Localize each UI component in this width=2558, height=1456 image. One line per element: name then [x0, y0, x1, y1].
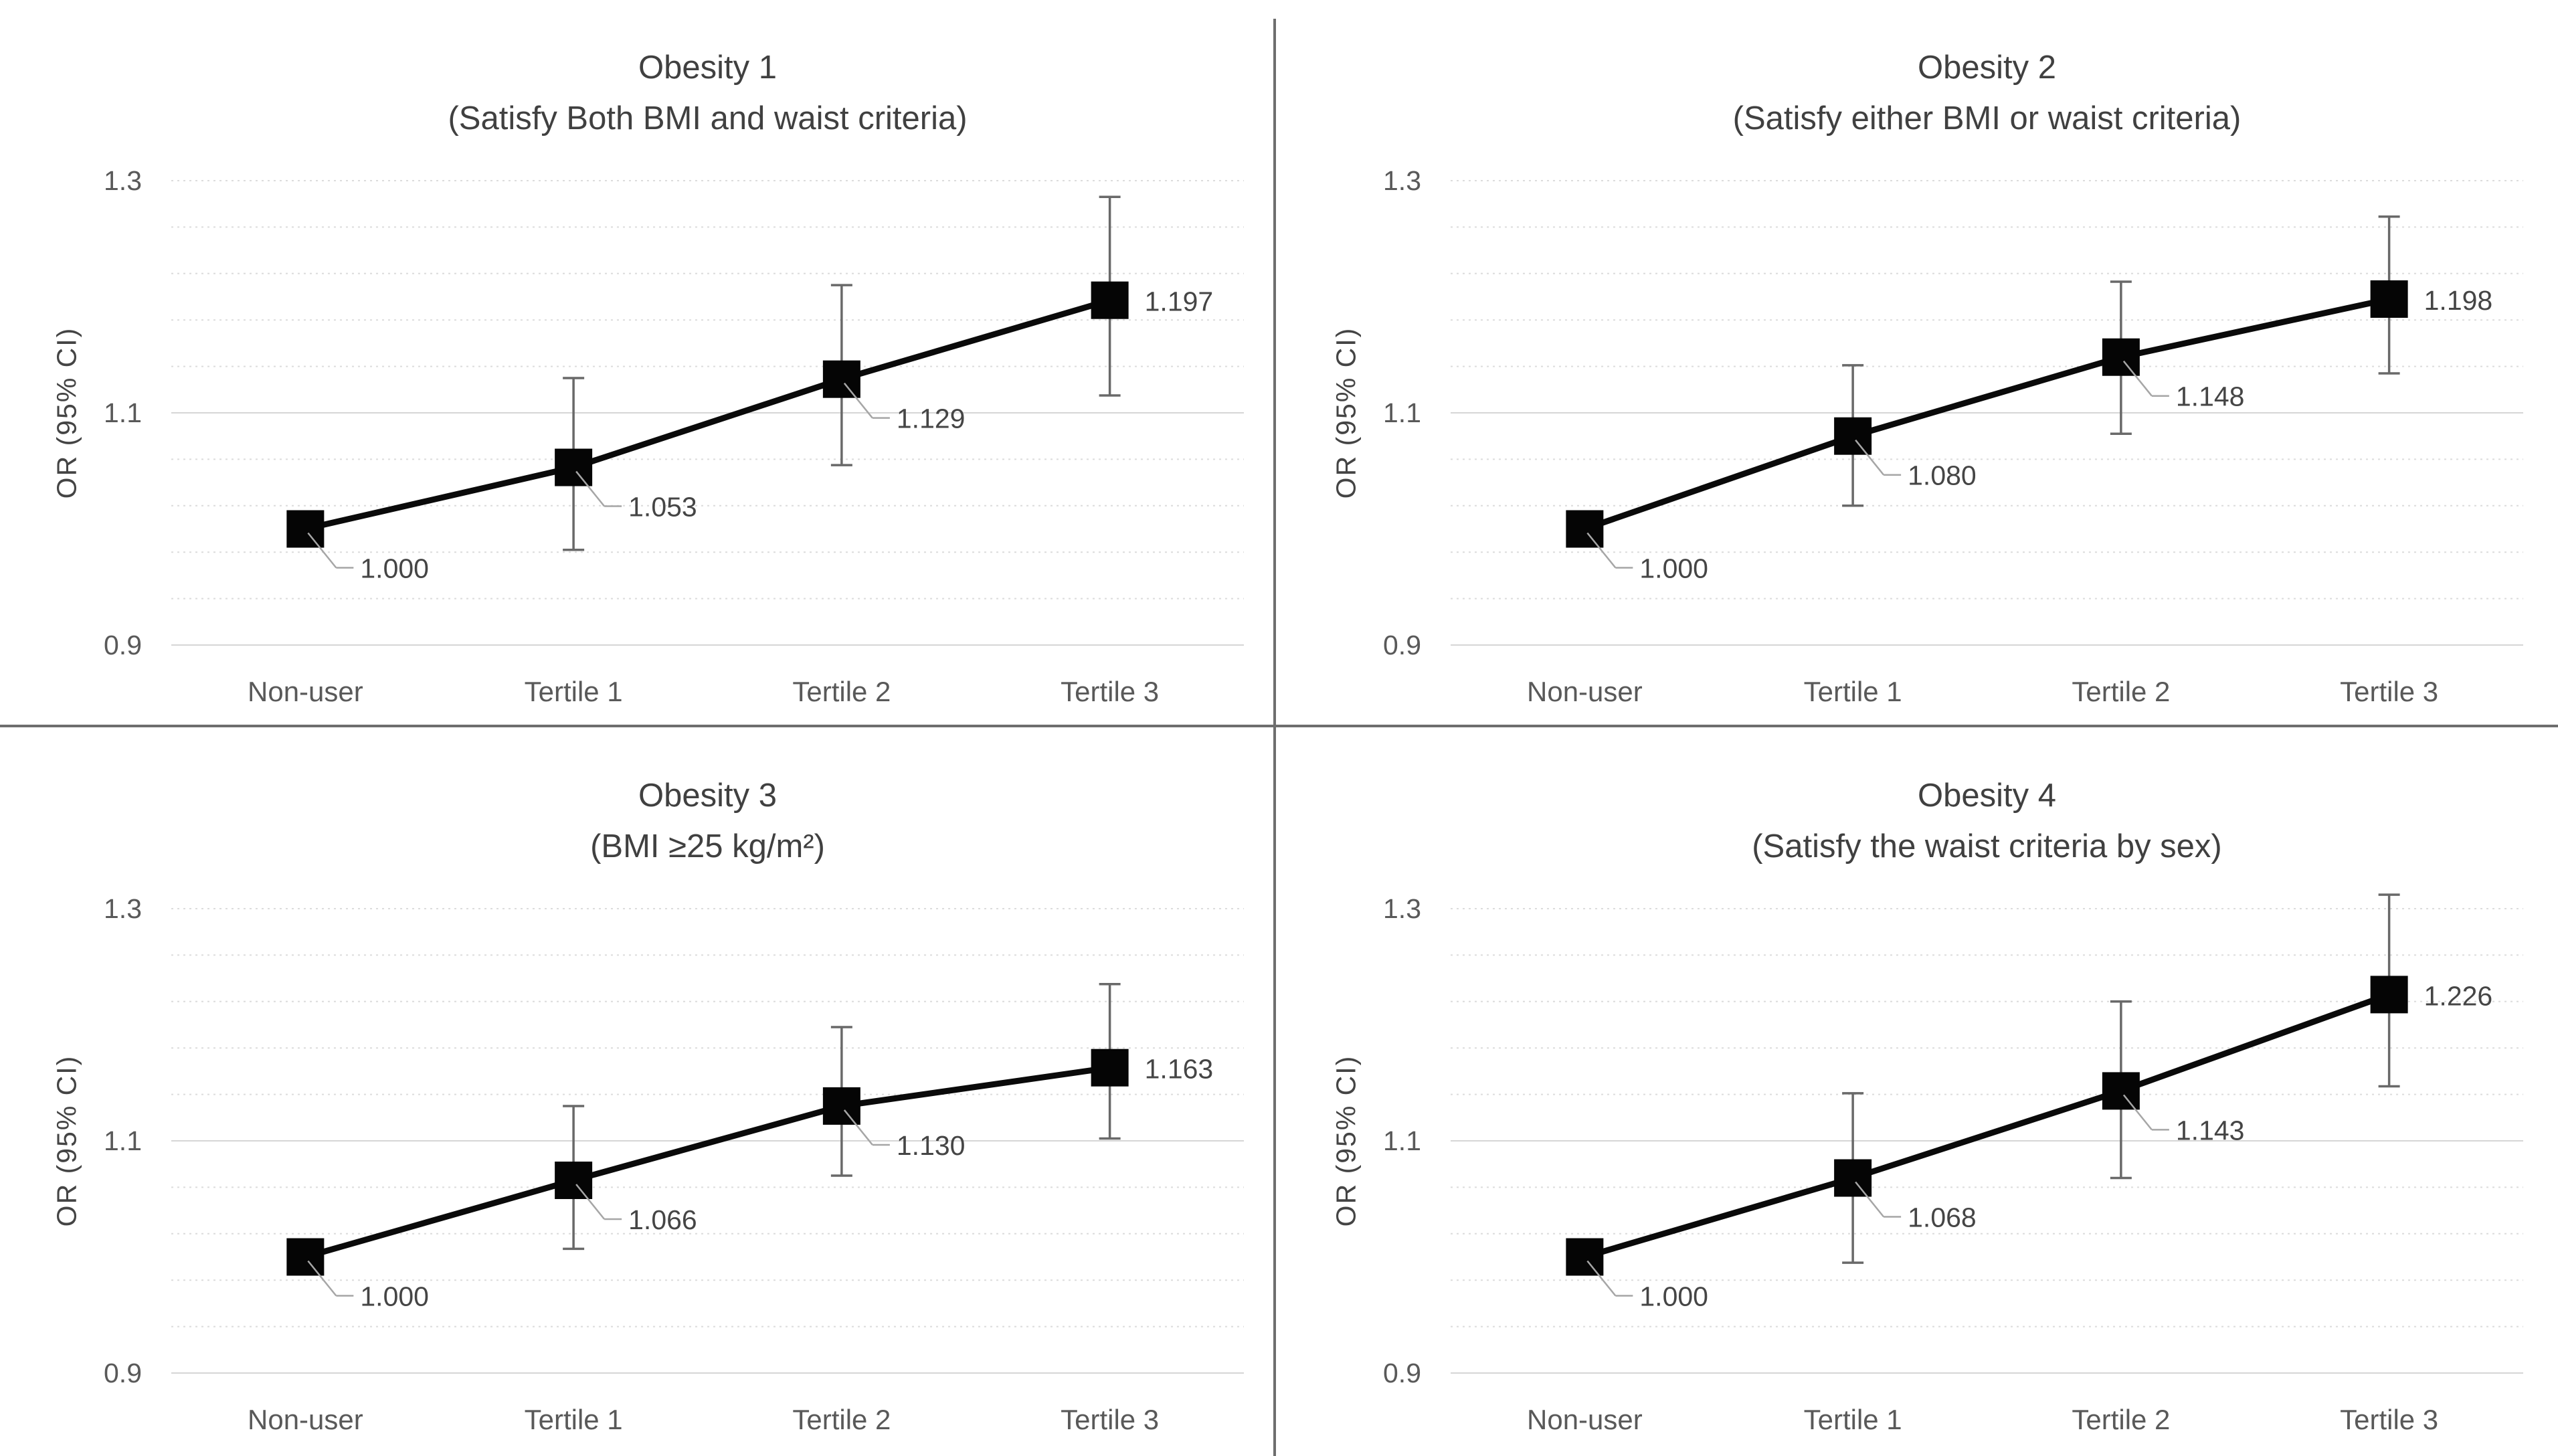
y-tick-label: 1.3	[104, 165, 142, 196]
category-label: Tertile 3	[1061, 676, 1159, 707]
data-label: 1.066	[628, 1204, 697, 1235]
data-point-marker	[2370, 280, 2408, 318]
data-point-marker	[1834, 417, 1872, 455]
y-tick-label: 1.1	[1383, 397, 1421, 428]
data-point-marker	[822, 1087, 860, 1125]
leader-line	[843, 1109, 873, 1146]
category-label: Tertile 2	[2072, 676, 2170, 707]
data-label: 1.080	[1908, 460, 1977, 491]
data-label: 1.226	[2424, 980, 2493, 1011]
category-label: Tertile 1	[1804, 1404, 1902, 1435]
y-tick-label: 0.9	[1383, 630, 1421, 660]
data-label: 1.000	[360, 553, 429, 584]
category-label: Non-user	[248, 1404, 363, 1435]
leader-line	[1586, 532, 1617, 569]
data-point-marker	[1091, 281, 1129, 319]
leader-line	[575, 470, 606, 507]
chart-title: Obesity 3	[638, 778, 777, 814]
y-tick-label: 1.1	[104, 1125, 142, 1156]
chart-subtitle: (BMI ≥25 kg/m²)	[590, 828, 825, 864]
y-tick-label: 1.1	[1383, 1125, 1421, 1156]
panel-divider-horizontal	[0, 725, 2558, 727]
category-label: Tertile 2	[2072, 1404, 2170, 1435]
data-label: 1.148	[2176, 381, 2245, 412]
series-line	[302, 297, 1113, 532]
y-tick-label: 1.1	[104, 397, 142, 428]
category-label: Tertile 1	[525, 1404, 623, 1435]
data-point-marker	[286, 1238, 325, 1276]
data-point-marker	[1834, 1159, 1872, 1197]
data-label: 1.130	[897, 1130, 966, 1161]
data-label: 1.198	[2424, 285, 2493, 316]
chart-plot-area: 1.3 1.1 0.9 Non-user Tertile 1 Tertile 2 Terti…	[104, 893, 1244, 1435]
data-label: 1.053	[628, 492, 697, 523]
chart-subtitle: (Satisfy either BMI or waist criteria)	[1732, 100, 2242, 136]
panel-obesity-4: 1.3 1.1 0.9 Non-user Tertile 1 Tertile 2 Terti…	[1279, 728, 2558, 1456]
category-label: Tertile 2	[792, 676, 891, 707]
data-label: 1.163	[1145, 1054, 1214, 1085]
data-point-marker	[1566, 510, 1604, 548]
y-tick-label: 0.9	[104, 630, 142, 660]
data-label: 1.068	[1908, 1202, 1977, 1233]
leader-line	[575, 1184, 606, 1220]
series-line	[1581, 296, 2393, 532]
y-tick-label: 1.3	[1383, 893, 1421, 924]
data-point-marker	[2102, 1072, 2140, 1110]
data-point-marker	[2102, 338, 2140, 376]
category-label: Non-user	[1527, 1404, 1643, 1435]
panel-obesity-3: 1.3 1.1 0.9 Non-user Tertile 1 Tertile 2 Terti…	[0, 728, 1279, 1456]
y-tick-label: 1.3	[1383, 165, 1421, 196]
y-tick-label: 1.3	[104, 893, 142, 924]
leader-line	[307, 532, 337, 569]
leader-line	[1855, 1181, 1885, 1218]
category-label: Non-user	[1527, 676, 1643, 707]
category-label: Non-user	[248, 676, 363, 707]
data-label: 1.129	[897, 403, 966, 434]
leader-line	[843, 382, 873, 419]
data-label: 1.000	[360, 1281, 429, 1312]
leader-line	[1855, 439, 1885, 476]
data-point-marker	[2370, 976, 2408, 1014]
y-axis-title: OR (95% CI)	[51, 327, 82, 499]
y-tick-label: 0.9	[1383, 1358, 1421, 1388]
chart-title: Obesity 2	[1918, 50, 2056, 86]
category-label: Tertile 2	[792, 1404, 891, 1435]
category-label: Tertile 3	[2340, 1404, 2438, 1435]
y-axis-title: OR (95% CI)	[51, 1055, 82, 1227]
category-label: Tertile 1	[525, 676, 623, 707]
data-point-marker	[286, 510, 325, 548]
y-axis-title: OR (95% CI)	[1330, 1055, 1362, 1227]
leader-line	[1586, 1260, 1617, 1297]
panel-divider-vertical	[1273, 19, 1276, 1456]
chart-plot-area: 1.3 1.1 0.9 Non-user Tertile 1 Tertile 2 Terti…	[1383, 165, 2523, 707]
series-line	[302, 1065, 1113, 1260]
category-label: Tertile 1	[1804, 676, 1902, 707]
category-label: Tertile 3	[1061, 1404, 1159, 1435]
data-label: 1.000	[1639, 1281, 1708, 1312]
leader-line	[2122, 360, 2153, 397]
data-label: 1.197	[1145, 286, 1214, 317]
data-label: 1.143	[2176, 1115, 2245, 1146]
data-point-marker	[555, 1161, 593, 1199]
data-point-marker	[822, 360, 860, 398]
data-label: 1.000	[1639, 553, 1708, 584]
category-label: Tertile 3	[2340, 676, 2438, 707]
leader-line	[307, 1260, 337, 1297]
leader-line	[2122, 1094, 2153, 1131]
data-point-marker	[555, 448, 593, 486]
y-tick-label: 0.9	[104, 1358, 142, 1388]
chart-subtitle: (Satisfy the waist criteria by sex)	[1752, 828, 2222, 864]
data-point-marker	[1091, 1049, 1129, 1087]
series-line	[1581, 991, 2393, 1260]
data-point-marker	[1566, 1238, 1604, 1276]
chart-title: Obesity 1	[638, 50, 777, 86]
panel-obesity-2: 1.3 1.1 0.9 Non-user Tertile 1 Tertile 2 Terti…	[1279, 0, 2558, 728]
chart-plot-area: 1.3 1.1 0.9 Non-user Tertile 1 Tertile 2 Terti…	[1383, 893, 2523, 1435]
y-axis-title: OR (95% CI)	[1330, 327, 1362, 499]
chart-plot-area: 1.3 1.1 0.9 Non-user Tertile 1 Tertile 2 Terti…	[104, 165, 1244, 707]
panel-obesity-1: 1.3 1.1 0.9 Non-user Tertile 1 Tertile 2 Terti…	[0, 0, 1279, 728]
chart-title: Obesity 4	[1918, 778, 2056, 814]
chart-subtitle: (Satisfy Both BMI and waist criteria)	[448, 100, 968, 136]
